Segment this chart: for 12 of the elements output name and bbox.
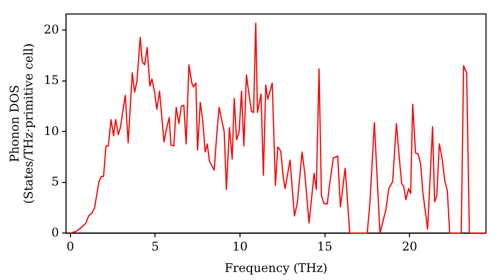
x-tick-label: 10 — [232, 240, 248, 254]
y-tick-label: 10 — [44, 124, 60, 138]
y-tick-label: 5 — [51, 174, 60, 189]
y-tick-label: 15 — [44, 73, 60, 88]
x-tick-label: 20 — [402, 240, 418, 254]
x-tick-label: 15 — [317, 240, 332, 254]
y-tick-label: 0 — [51, 225, 60, 240]
x-axis-title: Frequency (THz) — [224, 260, 328, 275]
y-axis-title: Phonon DOS (States/THz·primitive cell) — [7, 43, 36, 204]
x-tick-label: 0 — [66, 240, 74, 254]
y-tick-label: 20 — [44, 22, 60, 36]
x-tick-label: 5 — [151, 240, 159, 254]
